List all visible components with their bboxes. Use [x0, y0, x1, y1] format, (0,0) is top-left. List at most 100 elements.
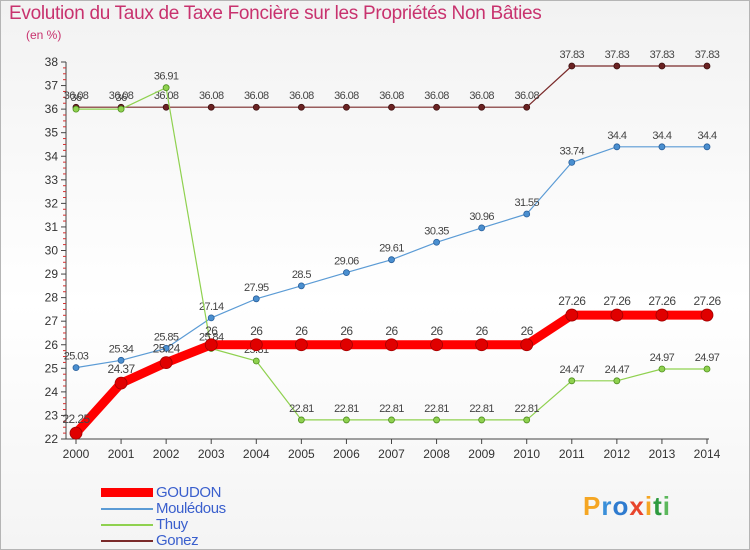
- data-label-mouledous: 30.35: [424, 225, 449, 237]
- data-label-gonez: 37.83: [695, 49, 720, 61]
- data-label-gonez: 36.08: [514, 90, 539, 102]
- data-label-thuy: 36: [116, 92, 128, 104]
- data-point-mouledous: [252, 295, 260, 303]
- data-label-thuy: 36.91: [154, 71, 179, 83]
- y-tick-label: 29: [45, 267, 59, 281]
- x-tick-label: 2007: [378, 447, 405, 461]
- data-point-goudon: [520, 338, 534, 352]
- x-tick-label: 2009: [468, 447, 495, 461]
- legend: GOUDON Moulédous Thuy Gonez: [101, 484, 321, 549]
- data-point-mouledous: [568, 158, 576, 166]
- data-point-goudon: [204, 338, 218, 352]
- y-tick-label: 27: [45, 314, 59, 328]
- logo-letter: P: [583, 491, 602, 521]
- y-tick-label: 28: [45, 291, 59, 305]
- data-label-gonez: 36.08: [244, 90, 269, 102]
- unit-label: (en %): [26, 28, 62, 42]
- data-point-thuy: [658, 365, 666, 373]
- y-tick-label: 36: [45, 102, 59, 116]
- data-label-mouledous: 34.4: [652, 130, 671, 142]
- data-label-thuy: 22.81: [334, 403, 359, 415]
- data-point-thuy: [703, 365, 711, 373]
- x-tick-label: 2000: [63, 447, 90, 461]
- legend-item-thuy: Thuy: [101, 516, 321, 533]
- data-point-goudon: [159, 356, 173, 370]
- data-label-goudon: 26: [521, 324, 534, 338]
- data-point-gonez: [343, 103, 350, 111]
- data-label-thuy: 22.81: [289, 403, 314, 415]
- legend-item-goudon: GOUDON: [101, 484, 321, 501]
- data-label-goudon: 26: [476, 324, 489, 338]
- data-label-mouledous: 30.96: [469, 211, 494, 223]
- y-tick-label: 22: [45, 432, 59, 446]
- data-point-mouledous: [297, 282, 305, 290]
- x-tick-label: 2013: [649, 447, 676, 461]
- data-label-gonez: 36.08: [424, 90, 449, 102]
- data-label-mouledous: 25.85: [154, 331, 179, 343]
- data-point-thuy: [72, 105, 80, 113]
- x-tick-label: 2005: [288, 447, 315, 461]
- data-label-gonez: 36.08: [379, 90, 404, 102]
- data-point-mouledous: [658, 143, 666, 151]
- data-label-gonez: 36.08: [469, 90, 494, 102]
- data-label-mouledous: 25.03: [64, 351, 89, 363]
- data-label-thuy: 22.81: [379, 403, 404, 415]
- data-label-mouledous: 29.06: [334, 256, 359, 268]
- data-point-mouledous: [613, 143, 621, 151]
- data-label-gonez: 36.08: [289, 90, 314, 102]
- data-label-goudon: 27.26: [558, 294, 586, 308]
- data-point-goudon: [385, 338, 398, 352]
- data-label-goudon: 22.25: [62, 412, 90, 426]
- logo-letter: t: [653, 491, 663, 521]
- data-label-thuy: 24.47: [605, 364, 630, 376]
- legend-swatch-mouledous: [101, 508, 153, 510]
- data-label-mouledous: 33.74: [560, 145, 585, 157]
- legend-swatch-goudon: [101, 488, 153, 497]
- data-point-thuy: [117, 105, 125, 113]
- data-label-thuy: 24.97: [695, 352, 720, 364]
- data-label-gonez: 37.83: [560, 49, 585, 61]
- data-label-thuy: 36: [70, 92, 82, 104]
- data-label-gonez: 37.83: [605, 49, 630, 61]
- y-tick-label: 33: [45, 173, 59, 187]
- data-label-goudon: 26: [385, 324, 398, 338]
- y-tick-label: 34: [45, 149, 59, 163]
- data-point-mouledous: [433, 238, 440, 246]
- data-point-mouledous: [478, 224, 486, 232]
- data-label-thuy: 22.81: [424, 403, 449, 415]
- data-label-mouledous: 25.34: [109, 343, 134, 355]
- data-point-gonez: [658, 62, 666, 70]
- data-point-mouledous: [343, 269, 350, 277]
- data-point-mouledous: [388, 256, 395, 264]
- data-label-thuy: 22.81: [469, 403, 494, 415]
- data-point-gonez: [478, 103, 486, 111]
- data-label-thuy: 24.97: [650, 352, 675, 364]
- data-label-goudon: 25.24: [153, 342, 181, 356]
- data-point-mouledous: [72, 364, 80, 372]
- data-label-gonez: 36.08: [334, 90, 359, 102]
- data-point-goudon: [294, 338, 308, 352]
- data-point-gonez: [388, 103, 395, 111]
- legend-label-thuy: Thuy: [156, 516, 188, 533]
- data-point-gonez: [568, 62, 576, 70]
- x-tick-label: 2012: [604, 447, 631, 461]
- chart-title: Evolution du Taux de Taxe Foncière sur l…: [9, 3, 542, 24]
- data-point-gonez: [162, 103, 170, 111]
- x-tick-label: 2014: [694, 447, 721, 461]
- x-tick-label: 2006: [333, 447, 360, 461]
- data-label-goudon: 26: [340, 324, 353, 338]
- logo-letter: i: [644, 491, 654, 521]
- data-point-mouledous: [162, 344, 170, 352]
- x-tick-label: 2004: [243, 447, 270, 461]
- data-point-goudon: [565, 308, 579, 322]
- legend-swatch-thuy: [101, 524, 153, 526]
- data-point-thuy: [162, 84, 170, 92]
- data-label-thuy: 22.81: [514, 403, 539, 415]
- data-point-goudon: [430, 338, 443, 352]
- data-point-goudon: [610, 308, 624, 322]
- data-point-gonez: [252, 103, 260, 111]
- data-label-mouledous: 31.55: [514, 197, 539, 209]
- x-tick-label: 2011: [559, 447, 585, 461]
